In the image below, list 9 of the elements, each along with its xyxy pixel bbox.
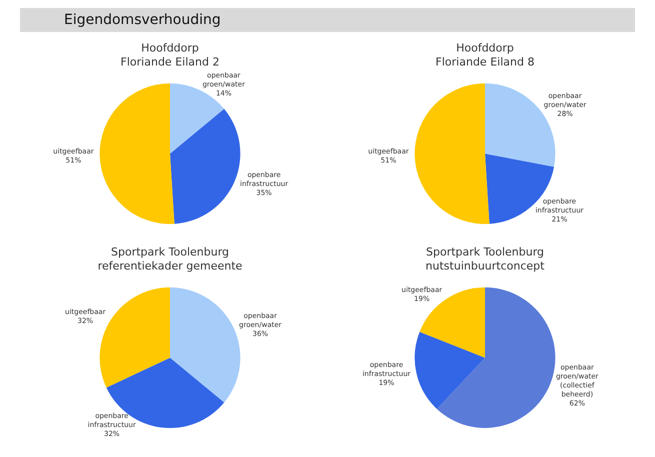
chart-title: Sportpark Toolenburg — [426, 245, 544, 258]
chart-title: Hoofddorp — [141, 41, 199, 54]
chart-title: Sportpark Toolenburg — [110, 245, 230, 258]
chart-subtitle: Floriande Eiland 2 — [120, 56, 220, 69]
chart-subtitle: referentiekader gemeente — [98, 260, 243, 273]
chart-subtitle: Floriande Eiland 8 — [436, 56, 534, 69]
text: Eigendomsverhouding — [20, 8, 635, 32]
chart-subtitle: nutstuinbuurtconcept — [426, 260, 546, 273]
chart-title: Hoofddorp — [456, 41, 514, 54]
